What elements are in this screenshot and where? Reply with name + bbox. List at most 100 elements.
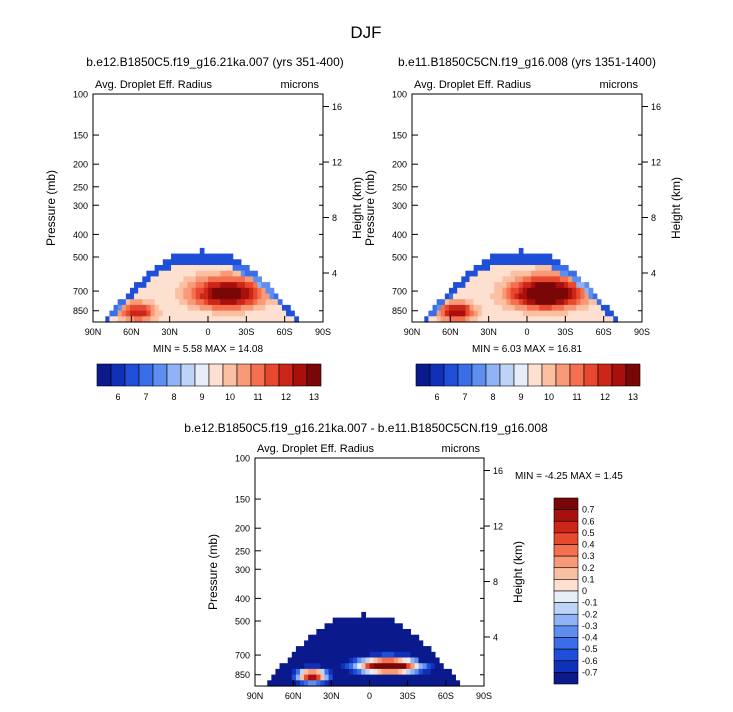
heatmap-cell xyxy=(228,259,234,266)
heatmap-cell xyxy=(228,316,234,323)
heatmap-cell xyxy=(398,640,403,647)
heatmap-cell xyxy=(328,657,334,664)
heatmap-cell xyxy=(129,287,135,295)
heatmap-cell xyxy=(543,287,549,295)
colorbar-swatch xyxy=(264,363,280,387)
heatmap-cell xyxy=(175,265,180,272)
heatmap-cell xyxy=(349,668,354,676)
colorbar-swatch xyxy=(513,363,529,387)
heatmap-cell xyxy=(448,304,454,312)
heatmap-cell xyxy=(506,293,512,300)
heatmap-cell xyxy=(563,310,569,317)
heatmap-cell xyxy=(175,270,180,277)
heatmap-cell xyxy=(506,276,512,283)
heatmap-cell xyxy=(527,253,532,260)
heatmap-cell xyxy=(175,299,180,306)
heatmap-cell xyxy=(369,668,375,676)
heatmap-cell xyxy=(154,310,160,317)
heatmap-cell xyxy=(543,293,549,300)
heatmap-cell xyxy=(328,646,334,653)
heatmap-cell xyxy=(312,657,317,664)
y-tick-label: 500 xyxy=(73,252,88,262)
heatmap-cell xyxy=(584,310,590,317)
heatmap-cell xyxy=(228,270,234,277)
heatmap-cell xyxy=(543,276,549,283)
heatmap-cell xyxy=(304,651,309,659)
heatmap-cell xyxy=(183,276,189,283)
heatmap-cell xyxy=(299,646,305,653)
heatmap-cell xyxy=(212,293,217,300)
heatmap-cell xyxy=(208,282,213,289)
colorbar-swatch xyxy=(110,363,126,387)
heatmap-cell xyxy=(134,299,139,306)
heatmap-cell xyxy=(295,674,301,681)
units-label: microns xyxy=(599,79,638,91)
heatmap-cell xyxy=(224,253,230,260)
heatmap-cell xyxy=(208,316,213,323)
heatmap-cell xyxy=(353,646,358,653)
heatmap-cell xyxy=(357,617,362,624)
heatmap-cell xyxy=(527,259,532,266)
heatmap-cell xyxy=(191,287,197,295)
colorbar-swatch xyxy=(553,520,579,534)
heatmap-cell xyxy=(539,299,545,306)
heatmap-cell xyxy=(588,316,594,323)
heatmap-cell xyxy=(349,680,354,687)
heatmap-cell xyxy=(287,674,293,681)
heatmap-cell xyxy=(353,657,358,664)
heatmap-cell xyxy=(332,617,338,624)
heatmap-cell xyxy=(426,657,432,664)
heatmap-cell xyxy=(286,310,291,317)
heatmap-cell xyxy=(228,287,234,295)
heatmap-cell xyxy=(518,310,524,317)
stats-label: MIN = -4.25 MAX = 1.45 xyxy=(515,471,623,482)
heatmap-cell xyxy=(216,265,221,272)
heatmap-cell xyxy=(377,640,383,647)
heatmap-cell xyxy=(273,316,279,323)
heatmap-cell xyxy=(531,253,536,260)
heatmap-cell xyxy=(457,282,462,289)
heatmap-cell xyxy=(224,316,230,323)
heatmap-cell xyxy=(551,270,557,277)
heatmap-cell xyxy=(249,270,254,277)
heatmap-cell xyxy=(418,680,424,687)
heatmap-cell xyxy=(146,282,152,289)
heatmap-cell xyxy=(154,304,160,312)
heatmap-cell xyxy=(402,640,407,647)
heatmap-cell xyxy=(559,276,565,283)
heatmap-cell xyxy=(568,276,573,283)
heatmap-cell xyxy=(584,282,590,289)
heatmap-cell xyxy=(187,259,193,266)
heatmap-cell xyxy=(129,299,135,306)
heatmap-cell xyxy=(244,276,250,283)
heatmap-cell xyxy=(187,316,193,323)
heatmap-cell xyxy=(336,663,342,670)
heatmap-cell xyxy=(502,259,508,266)
colorbar-label: 13 xyxy=(309,392,319,402)
heatmap-cell xyxy=(394,634,399,641)
heatmap-cell xyxy=(269,316,275,323)
heatmap-cell xyxy=(253,293,258,300)
heatmap-cell xyxy=(498,299,503,306)
y-tick-label: 100 xyxy=(392,90,407,100)
heatmap-cell xyxy=(171,310,176,317)
heatmap-cell xyxy=(228,282,234,289)
heatmap-cell xyxy=(510,293,516,300)
heatmap-cell xyxy=(253,316,258,323)
heatmap-cell xyxy=(576,276,581,283)
heatmap-cell xyxy=(212,310,217,317)
colorbar-swatch xyxy=(236,363,252,387)
heatmap-cell xyxy=(295,646,301,653)
colorbar-label: 0.2 xyxy=(582,563,595,573)
colorbar-label: 0.6 xyxy=(582,516,595,526)
heatmap-cell xyxy=(199,282,205,289)
y-tick-label: 250 xyxy=(235,546,250,556)
colorbar-swatch xyxy=(541,363,557,387)
heatmap-cell xyxy=(381,651,387,659)
heatmap-cell xyxy=(291,657,297,664)
colorbar-label: 0.7 xyxy=(582,505,595,515)
heatmap-cell xyxy=(551,259,557,266)
heatmap-cell xyxy=(117,316,123,323)
heatmap-cell xyxy=(465,270,471,277)
heatmap-cell xyxy=(228,304,234,312)
